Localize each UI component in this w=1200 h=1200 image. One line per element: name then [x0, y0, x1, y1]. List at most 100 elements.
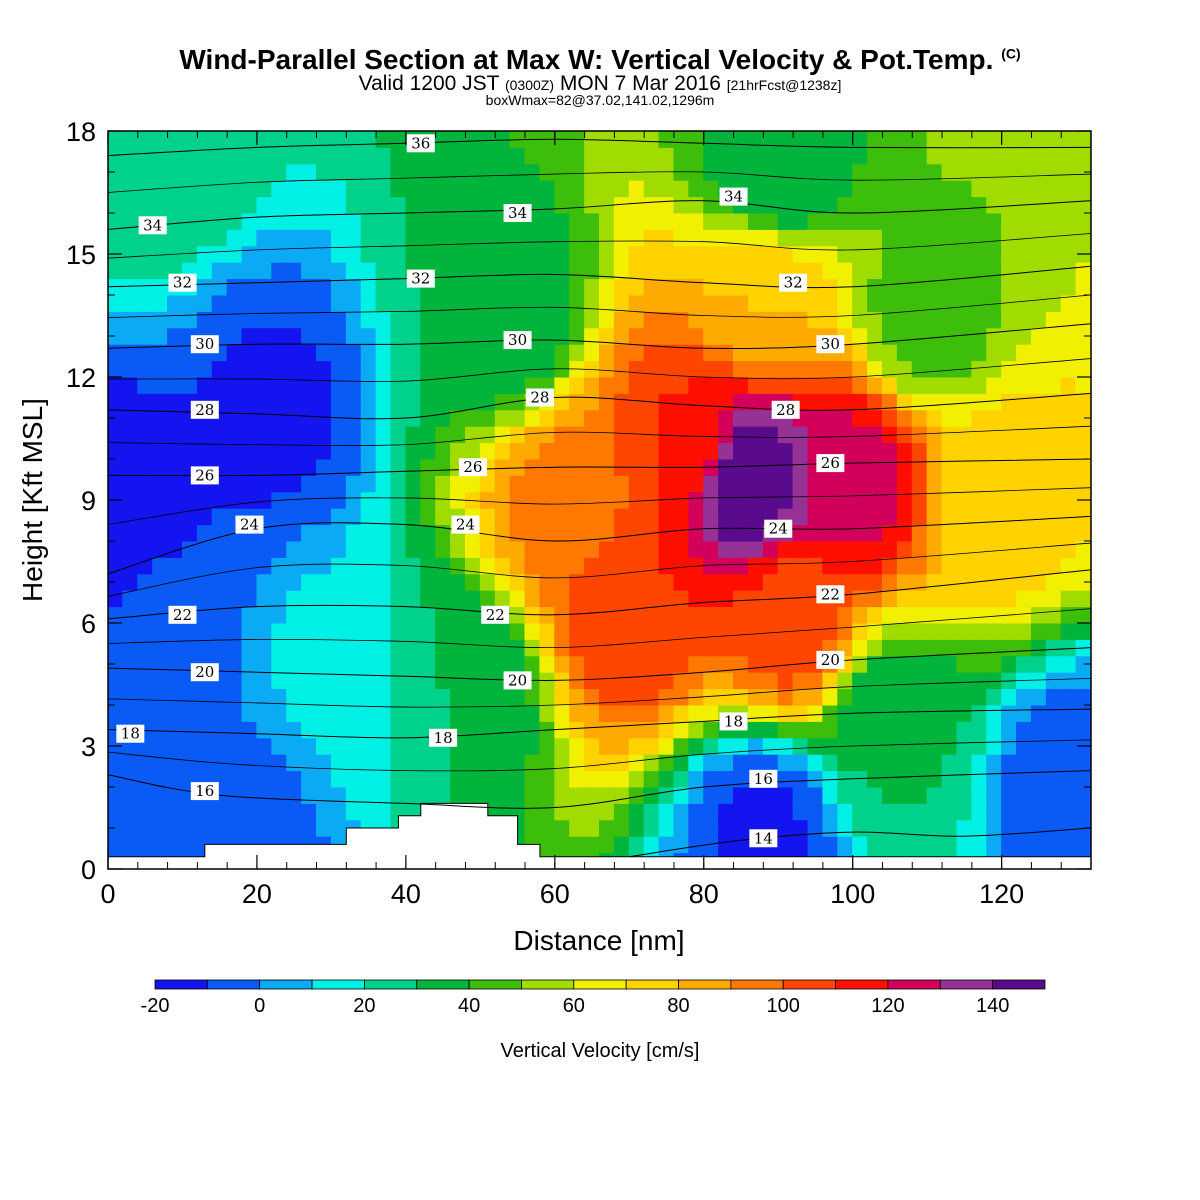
velocity-cell [911, 688, 928, 706]
velocity-cell [777, 131, 794, 148]
velocity-cell [971, 163, 988, 181]
velocity-cell [286, 261, 303, 280]
velocity-cell [1030, 376, 1047, 394]
velocity-cell [1016, 327, 1032, 345]
velocity-cell [524, 507, 541, 526]
velocity-cell [1045, 835, 1062, 854]
velocity-cell [911, 442, 928, 460]
velocity-cell [971, 327, 988, 345]
velocity-cell [643, 278, 660, 296]
velocity-cell [1075, 556, 1091, 575]
velocity-cell [554, 442, 571, 460]
velocity-cell [137, 343, 154, 362]
colorbar-swatch [625, 979, 679, 990]
velocity-cell [718, 146, 735, 165]
theta-label-text: 30 [508, 331, 527, 349]
velocity-cell [301, 802, 318, 821]
velocity-cell [360, 261, 377, 280]
velocity-cell [1016, 245, 1032, 263]
velocity-cell [867, 770, 883, 788]
velocity-cell [256, 540, 273, 558]
velocity-cell [1001, 688, 1018, 706]
velocity-cell [226, 753, 243, 772]
theta-label-bg [190, 782, 219, 801]
velocity-cell [867, 491, 883, 509]
velocity-cell [464, 294, 481, 312]
colorbar-swatch [521, 979, 575, 990]
velocity-cell [108, 458, 124, 476]
theta-label-bg [779, 273, 808, 292]
velocity-cell [122, 131, 139, 148]
velocity-cell [524, 524, 541, 542]
velocity-cell [360, 622, 377, 640]
velocity-cell [673, 606, 690, 624]
velocity-cell [108, 196, 124, 214]
velocity-cell [599, 786, 615, 804]
velocity-cell [867, 835, 883, 854]
velocity-cell [256, 163, 273, 181]
velocity-cell [122, 507, 139, 526]
velocity-cell [584, 786, 600, 804]
velocity-cell [971, 556, 988, 575]
velocity-cell [405, 196, 422, 214]
velocity-cell [1060, 786, 1077, 804]
velocity-cell [628, 212, 645, 230]
velocity-cell [747, 753, 764, 772]
velocity-cell [330, 606, 347, 624]
velocity-cell [911, 704, 928, 722]
velocity-cell [628, 589, 645, 608]
velocity-cell [628, 540, 645, 558]
colorbar-swatch [311, 979, 365, 990]
velocity-cell [464, 491, 481, 509]
velocity-cell [911, 655, 928, 673]
velocity-cell [911, 540, 928, 558]
velocity-cell [1030, 655, 1047, 673]
velocity-cell [271, 720, 288, 739]
velocity-cell [986, 278, 1003, 296]
velocity-cell [509, 474, 526, 493]
velocity-cell [584, 392, 600, 411]
velocity-cell [345, 770, 362, 788]
velocity-cell [777, 622, 794, 640]
velocity-cell [837, 392, 854, 411]
velocity-cell [196, 720, 213, 739]
velocity-cell [345, 671, 362, 690]
velocity-cell [330, 376, 347, 394]
velocity-cell [986, 179, 1003, 198]
velocity-cell [1075, 163, 1091, 181]
velocity-cell [256, 343, 273, 362]
velocity-cell [658, 392, 675, 411]
velocity-cell [1060, 196, 1077, 214]
velocity-cell [956, 688, 973, 706]
velocity-cell [941, 474, 958, 493]
theta-label: 34 [719, 187, 748, 206]
velocity-cell [1075, 360, 1091, 378]
velocity-cell [152, 507, 169, 526]
velocity-cell [330, 770, 347, 788]
velocity-cell [539, 278, 556, 296]
velocity-cell [330, 474, 347, 493]
velocity-cell [747, 458, 764, 476]
velocity-cell [1075, 786, 1091, 804]
velocity-cell [226, 458, 243, 476]
velocity-cell [926, 228, 943, 247]
velocity-cell [956, 638, 973, 657]
velocity-cell [196, 606, 213, 624]
velocity-cell [569, 802, 586, 821]
velocity-cell [628, 491, 645, 509]
velocity-cell [360, 425, 377, 444]
velocity-cell [926, 540, 943, 558]
velocity-cell [852, 819, 869, 837]
velocity-cell [956, 720, 973, 739]
velocity-cell [464, 179, 481, 198]
velocity-cell [673, 671, 690, 690]
velocity-cell [792, 737, 809, 755]
velocity-cell [896, 655, 913, 673]
velocity-cell [137, 425, 154, 444]
velocity-cell [688, 294, 705, 312]
theta-label-text: 36 [411, 134, 430, 152]
velocity-cell [658, 671, 675, 690]
velocity-cell [584, 294, 600, 312]
velocity-cell [330, 212, 347, 230]
velocity-cell [301, 278, 318, 296]
